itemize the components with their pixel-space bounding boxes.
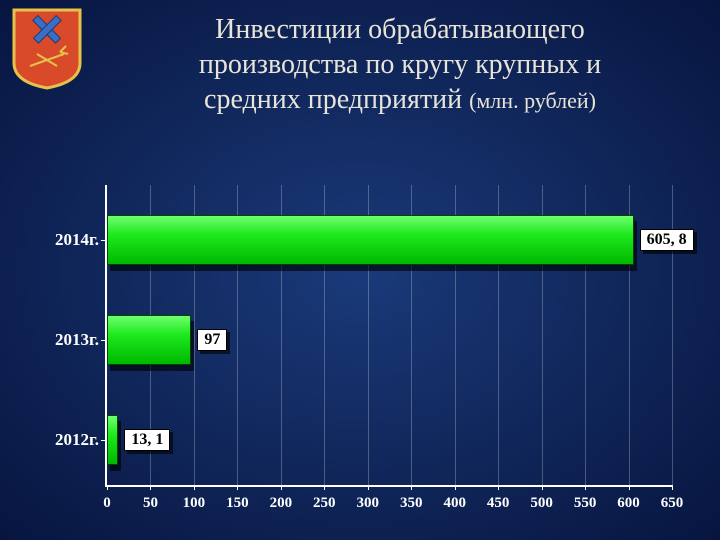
xtick xyxy=(368,485,369,490)
xtick-label: 200 xyxy=(270,495,293,512)
xtick xyxy=(281,485,282,490)
value-label: 605, 8 xyxy=(640,229,694,251)
xtick-label: 650 xyxy=(661,495,684,512)
crest-emblem xyxy=(12,8,82,90)
xtick xyxy=(194,485,195,490)
chart-plot-area: 0501001502002503003504004505005506006502… xyxy=(105,185,672,487)
xtick-label: 400 xyxy=(443,495,466,512)
bar xyxy=(107,215,634,265)
category-label: 2013г. xyxy=(39,330,99,350)
xtick-label: 0 xyxy=(103,495,111,512)
slide-title: Инвестиции обрабатывающего производства … xyxy=(100,12,700,117)
title-line1: Инвестиции обрабатывающего xyxy=(215,14,585,45)
xtick-label: 100 xyxy=(183,495,206,512)
category-label: 2014г. xyxy=(39,230,99,250)
value-label: 97 xyxy=(197,329,227,351)
xtick-label: 450 xyxy=(487,495,510,512)
xtick xyxy=(629,485,630,490)
xtick-label: 550 xyxy=(574,495,597,512)
investment-bar-chart: 0501001502002503003504004505005506006502… xyxy=(105,185,670,485)
xtick xyxy=(542,485,543,490)
value-label: 13, 1 xyxy=(124,429,170,451)
xtick-label: 250 xyxy=(313,495,336,512)
xtick xyxy=(150,485,151,490)
category-label: 2012г. xyxy=(39,430,99,450)
xtick-label: 350 xyxy=(400,495,423,512)
xtick xyxy=(498,485,499,490)
title-line2: производства по кругу крупных и xyxy=(199,49,601,80)
xtick xyxy=(237,485,238,490)
xtick xyxy=(411,485,412,490)
xtick xyxy=(672,485,673,490)
xtick-label: 500 xyxy=(530,495,553,512)
xtick xyxy=(107,485,108,490)
slide: Инвестиции обрабатывающего производства … xyxy=(0,0,720,540)
bar xyxy=(107,415,118,465)
title-line3: средних предприятий xyxy=(204,84,462,115)
xtick-label: 150 xyxy=(226,495,249,512)
xtick-label: 50 xyxy=(143,495,158,512)
xtick-label: 300 xyxy=(357,495,380,512)
title-sub: (млн. рублей) xyxy=(469,88,596,113)
bar xyxy=(107,315,191,365)
xtick-label: 600 xyxy=(617,495,640,512)
xtick xyxy=(324,485,325,490)
xtick xyxy=(585,485,586,490)
xtick xyxy=(455,485,456,490)
